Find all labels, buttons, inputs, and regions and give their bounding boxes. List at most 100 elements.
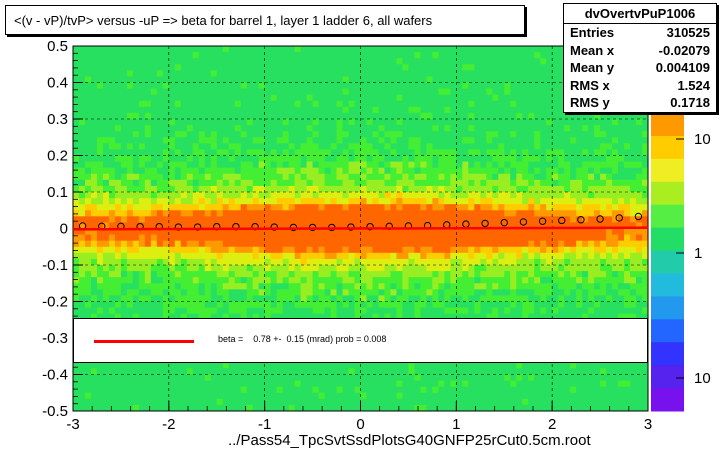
heatmap-cell [318,167,325,175]
heatmap-cell [198,76,206,83]
heatmap-cell [288,119,296,126]
heatmap-cell [486,70,493,77]
heatmap-cell [324,404,331,412]
heatmap-cell [558,252,565,260]
heatmap-cell [522,198,529,205]
heatmap-cell [282,295,290,302]
heatmap-cell [498,161,505,169]
heatmap-cell [498,283,505,290]
heatmap-cell [156,155,164,162]
heatmap-cell [372,52,379,59]
heatmap-cell [462,301,469,308]
heatmap-cell [510,155,517,162]
heatmap-cell [156,204,164,211]
heatmap-cell [378,76,385,83]
heatmap-cell [462,155,469,162]
heatmap-cell [330,271,337,278]
heatmap-cell [294,313,301,321]
heatmap-cell [402,137,409,144]
heatmap-cell [258,137,266,144]
heatmap-cell [234,301,242,308]
heatmap-cell [486,271,493,278]
heatmap-cell [150,374,158,381]
heatmap-cell [264,155,272,162]
heatmap-cell [432,216,439,223]
heatmap-cell [558,392,565,400]
heatmap-cell [426,70,433,77]
heatmap-cell [444,313,451,321]
heatmap-cell [390,167,397,175]
heatmap-cell [396,179,403,187]
heatmap-cell [408,64,415,71]
heatmap-cell [402,131,409,138]
heatmap-cell [73,362,80,369]
heatmap-cell [216,313,224,321]
heatmap-cell [73,258,80,266]
heatmap-cell [186,70,194,77]
heatmap-cell [468,271,475,278]
heatmap-cell [384,112,391,120]
heatmap-cell [312,58,319,65]
heatmap-cell [78,246,86,254]
heatmap-cell [402,112,409,120]
heatmap-cell [252,258,260,266]
heatmap-cell [180,149,188,156]
heatmap-cell [258,216,266,223]
heatmap-cell [450,161,457,169]
heatmap-cell [384,204,391,211]
heatmap-cell [186,161,194,169]
heatmap-cell [426,161,433,169]
heatmap-cell [444,46,451,53]
heatmap-cell [276,313,284,321]
heatmap-cell [408,76,415,83]
heatmap-cell [246,179,254,187]
heatmap-cell [438,252,445,260]
heatmap-cell [516,161,523,169]
heatmap-cell [546,204,553,211]
heatmap-cell [306,52,313,59]
heatmap-cell [174,258,182,266]
heatmap-cell [234,198,242,205]
heatmap-cell [516,119,523,126]
heatmap-cell [246,301,254,308]
heatmap-cell [552,289,559,296]
heatmap-cell [90,58,98,65]
heatmap-cell [90,252,98,260]
heatmap-cell [138,380,146,388]
heatmap-cell [126,179,134,187]
heatmap-cell [324,155,331,162]
heatmap-cell [90,228,98,235]
heatmap-cell [384,295,391,302]
heatmap-cell [486,234,493,242]
heatmap-cell [438,246,445,254]
heatmap-cell [150,380,158,388]
heatmap-cell [474,283,481,290]
heatmap-cell [432,240,439,248]
heatmap-cell [480,106,487,114]
heatmap-cell [498,374,505,381]
heatmap-cell [186,380,194,388]
heatmap-cell [390,149,397,156]
heatmap-cell [378,100,385,108]
heatmap-cell [276,295,284,302]
heatmap-cell [270,240,278,248]
heatmap-cell [198,52,206,59]
heatmap-cell [324,179,331,187]
heatmap-cell [498,119,505,126]
heatmap-cell [168,313,176,321]
heatmap-cell [102,222,110,229]
heatmap-cell [342,368,349,375]
heatmap-cell [102,179,110,187]
heatmap-cell [366,192,373,199]
heatmap-cell [540,277,547,284]
heatmap-cell [228,313,236,321]
heatmap-cell [162,368,170,375]
heatmap-cell [504,64,511,71]
heatmap-cell [438,204,445,211]
heatmap-cell [294,277,301,284]
heatmap-cell [330,246,337,254]
heatmap-cell [264,392,272,400]
heatmap-cell [264,106,272,114]
heatmap-cell [84,368,92,375]
heatmap-cell [546,404,553,412]
